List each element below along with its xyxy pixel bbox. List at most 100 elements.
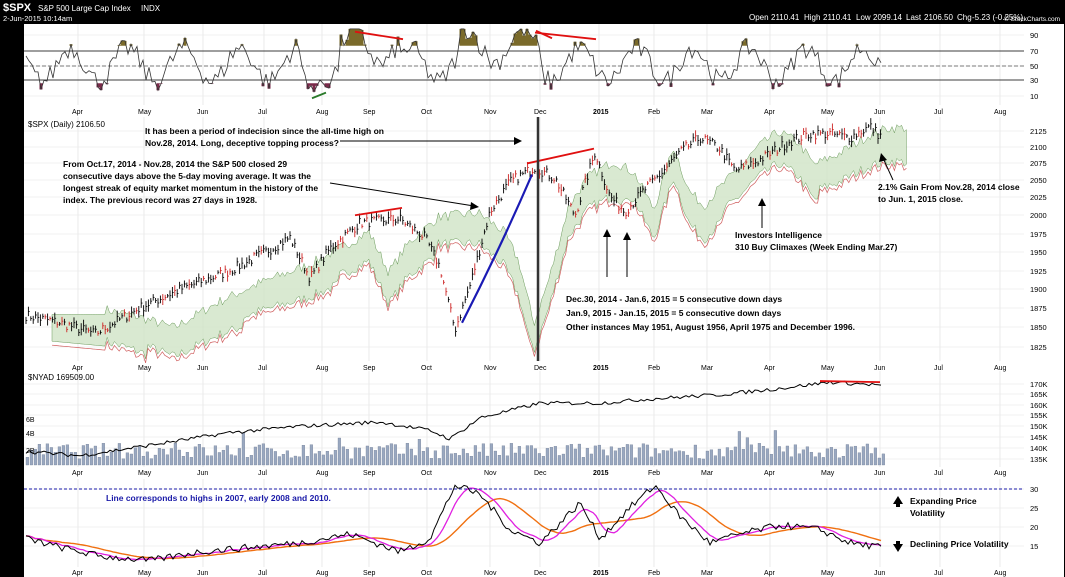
price-tick-label: 1875 [1030,304,1047,313]
volume-bar [197,444,201,466]
rsi-line [25,27,882,93]
ohlc-readout: Open 2110.41 High 2110.41 Low 2099.14 La… [749,13,1023,22]
month-tick-label: Jun [874,109,885,116]
volume-bar [353,447,357,466]
volume-bar [553,446,557,466]
vol-tick-label: 20 [1030,523,1038,532]
annotation-streak-arrowhead [470,202,479,210]
volume-bar [49,447,53,466]
month-tick-label: May [821,365,835,372]
month-tick-label: Apr [764,109,776,116]
volume-bar [413,455,417,466]
volume-bar [417,439,421,466]
volume-bar [233,455,237,466]
volume-bar [169,448,173,466]
month-tick-label: Nov [484,109,497,116]
volume-bar [697,458,701,466]
volume-bar [881,453,885,466]
annotation-down-days-line1: Dec.30, 2014 - Jan.6, 2015 = 5 consecuti… [566,294,782,304]
volume-bar [877,457,881,466]
volume-bar [793,444,797,466]
rsi-trendline [354,30,404,41]
volume-bar [177,449,181,466]
volume-bar [381,447,385,466]
volume-bar [137,446,141,466]
price-tick-label: 2025 [1030,193,1047,202]
rsi-tick-label: 10 [1030,92,1038,101]
volume-bar [441,445,445,466]
rsi-tick-label: 30 [1030,76,1038,85]
nyad-tick-label: 145K [1030,433,1048,442]
volume-bar [729,450,733,466]
volume-bar [681,451,685,466]
volume-bar [409,448,413,466]
volume-bar [249,455,253,466]
month-tick-label: Aug [316,109,329,116]
month-tick-label: May [138,109,152,116]
annotation-down-days-line2: Jan.9, 2015 - Jan.15, 2015 = 5 consecuti… [566,308,781,318]
month-tick-label: 2015 [593,109,609,116]
volume-bar [741,449,745,466]
rsi-tick-label: 70 [1030,47,1038,56]
volume-bar [241,432,245,466]
annotation-gain-arrow [882,157,894,181]
month-tick-label: Aug [994,470,1007,477]
volume-bar [617,447,621,466]
volume-bar [869,453,873,466]
volume-bar [273,451,277,466]
down-arrow-icon-stem [896,541,900,545]
volume-bar [493,450,497,466]
volume-bar [133,447,137,466]
price-trendline [354,206,403,217]
volume-bar [289,457,293,466]
volume-bar [185,452,189,466]
month-tick-label: Jul [934,570,943,577]
volume-bar [521,453,525,466]
volume-bar [29,449,33,466]
volume-bar [861,446,865,466]
month-tick-label: Sep [363,109,376,116]
volatility-note: Line corresponds to highs in 2007, early… [106,493,331,503]
volume-bar [469,455,473,466]
volume-bar [773,430,777,466]
volume-bar [113,448,117,466]
volume-bar [581,457,585,466]
high-label: High [804,13,820,22]
volume-bar [701,458,705,466]
volume-bar [33,449,37,466]
chg-value: -5.23 (-0.25%) [972,13,1023,22]
volatility-pink-line [25,487,882,561]
volume-bar [349,458,353,466]
volume-bar [797,453,801,466]
volume-tick-label: 6B [26,417,35,424]
month-tick-label: Aug [994,365,1007,372]
volume-bar [717,448,721,466]
month-tick-label: Jul [934,365,943,372]
volume-bar [733,446,737,466]
month-tick-label: Apr [72,470,84,477]
vol-xaxis-strip [24,567,1064,577]
volume-bar [53,452,57,466]
month-tick-label: Aug [316,470,329,477]
volume-bar [449,453,453,466]
volume-bar [229,454,233,466]
month-tick-label: Aug [994,570,1007,577]
volume-bar [769,453,773,466]
volume-bar [677,450,681,466]
month-tick-label: Jul [258,570,267,577]
volume-bar [637,447,641,466]
volume-bar [597,444,601,466]
volume-bar [225,445,229,466]
volatility-series [25,484,882,563]
month-tick-label: Apr [72,365,84,372]
volume-bar [457,455,461,466]
low-label: Low [856,13,871,22]
month-tick-label: Apr [764,570,776,577]
volume-bar [593,445,597,466]
volume-bar [497,455,501,466]
price-tick-label: 1950 [1030,248,1047,257]
volume-bar [737,431,741,466]
volume-bar [377,446,381,466]
axis-labels: Apr Apr Apr Apr May May May May Jun Jun Jun Jun Jul J… [26,31,1048,577]
month-tick-label: Feb [648,365,660,372]
